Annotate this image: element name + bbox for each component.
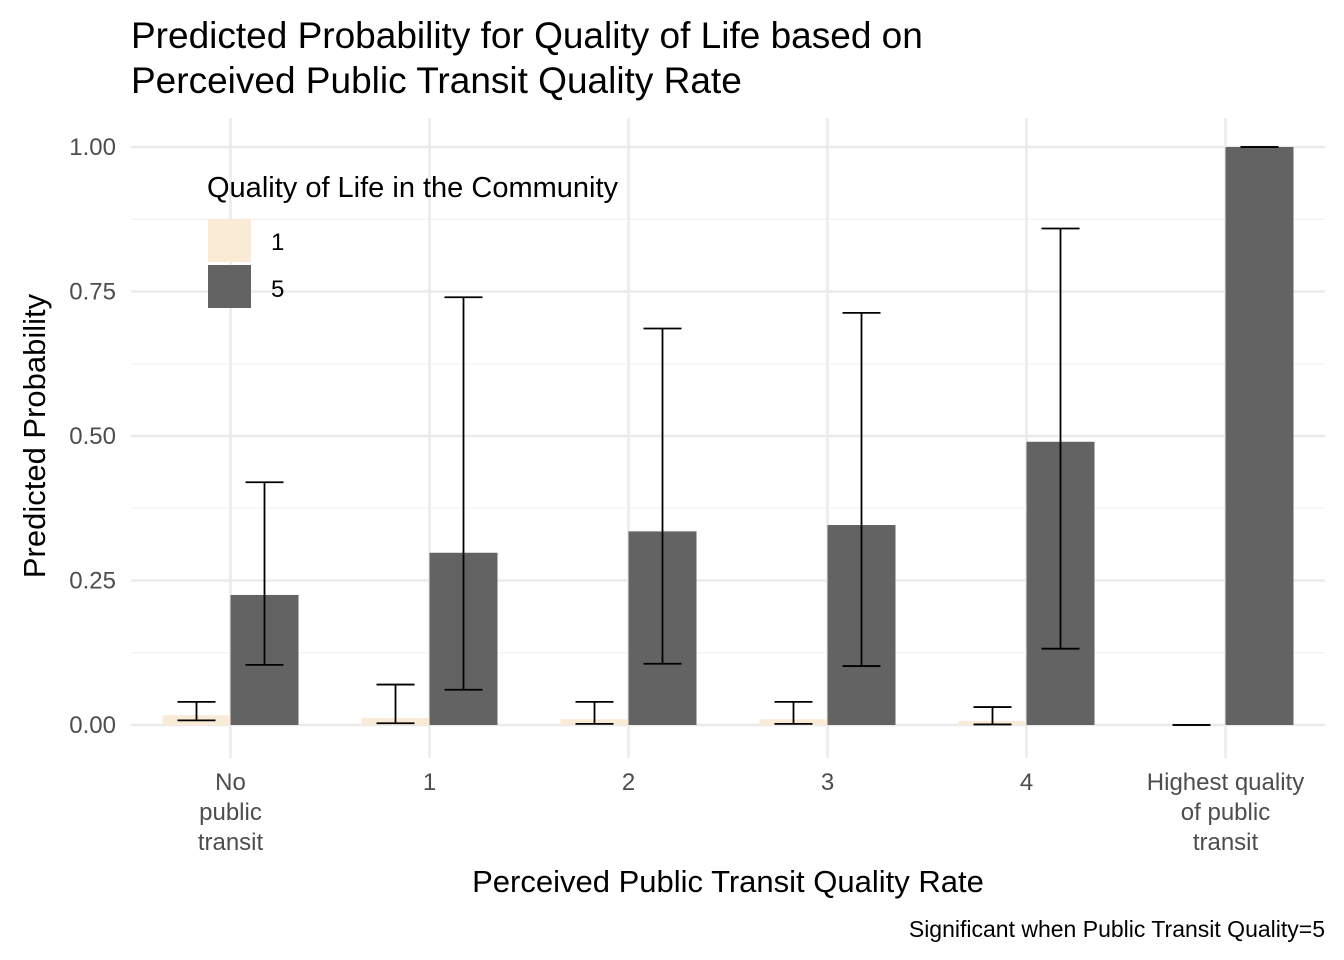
error-bars: [177, 146, 1279, 726]
x-tick-label: 2: [622, 769, 635, 796]
bar-series-5: [1225, 147, 1294, 725]
legend-label-5: 5: [271, 276, 284, 303]
legend: Quality of Life in the Community 1 5: [207, 172, 619, 308]
x-axis-title: Perceived Public Transit Quality Rate: [472, 864, 984, 899]
x-tick-label: 1: [423, 769, 436, 796]
legend-label-1: 1: [271, 229, 284, 256]
x-tick-label: 3: [821, 769, 834, 796]
gridlines: [131, 118, 1325, 758]
y-tick-label: 1.00: [69, 134, 116, 161]
chart-title-line-1: Predicted Probability for Quality of Lif…: [131, 15, 923, 56]
legend-key-1: [208, 219, 251, 262]
legend-title: Quality of Life in the Community: [207, 172, 619, 204]
y-tick-labels: 0.00 0.25 0.50 0.75 1.00: [69, 134, 116, 739]
y-tick-label: 0.50: [69, 423, 116, 450]
y-tick-label: 0.75: [69, 279, 116, 306]
x-tick-label: 4: [1020, 769, 1033, 796]
x-tick-label: Highest quality of public transit: [1147, 769, 1304, 856]
y-tick-label: 0.25: [69, 568, 116, 595]
chart-caption: Significant when Public Transit Quality=…: [909, 916, 1325, 942]
x-tick-labels: No public transit 1 2 3 4 Highest quality of pub…: [198, 769, 1304, 856]
legend-key-5: [208, 265, 251, 308]
chart-title-line-2: Perceived Public Transit Quality Rate: [131, 60, 742, 101]
x-tick-label: No public transit: [198, 769, 264, 856]
y-tick-label: 0.00: [69, 712, 116, 739]
y-axis-title: Predicted Probability: [17, 293, 52, 578]
